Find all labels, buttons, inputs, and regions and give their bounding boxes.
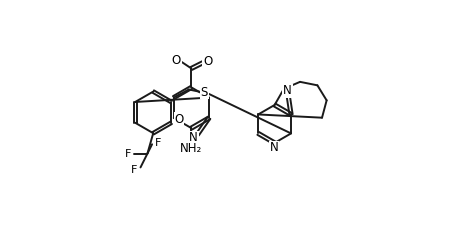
Text: F: F — [131, 165, 137, 175]
Text: S: S — [200, 86, 208, 99]
Text: O: O — [174, 113, 184, 126]
Text: O: O — [172, 54, 181, 67]
Text: N: N — [270, 142, 279, 154]
Text: NH₂: NH₂ — [180, 143, 203, 155]
Text: N: N — [283, 84, 292, 97]
Text: F: F — [124, 149, 131, 158]
Text: N: N — [189, 131, 198, 144]
Text: O: O — [203, 55, 212, 68]
Text: F: F — [155, 138, 161, 148]
